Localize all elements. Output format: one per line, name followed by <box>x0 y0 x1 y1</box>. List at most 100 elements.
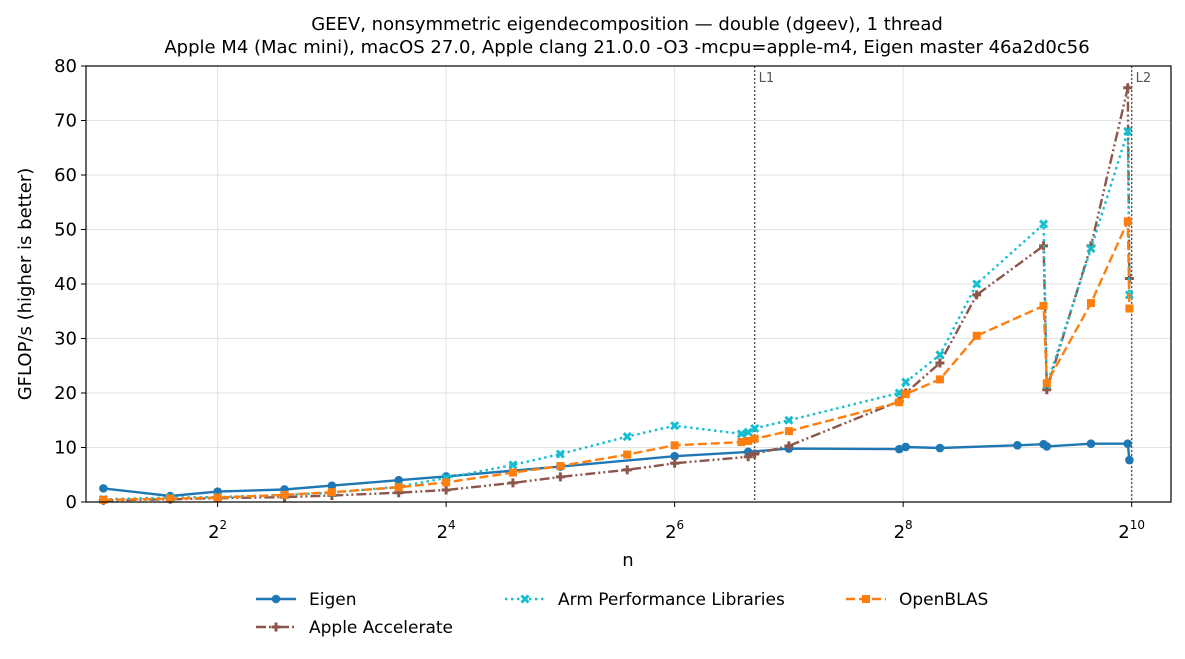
data-point <box>1125 304 1134 313</box>
series-1 <box>98 83 1134 505</box>
data-point <box>784 415 794 425</box>
data-point <box>622 432 632 442</box>
legend-marker <box>271 622 281 632</box>
data-point <box>1013 441 1022 450</box>
y-tick-label: 60 <box>54 165 77 186</box>
legend-marker <box>862 595 870 603</box>
data-point <box>442 478 451 487</box>
data-point <box>972 290 982 300</box>
data-point <box>972 279 982 289</box>
data-point <box>394 475 404 485</box>
data-point <box>394 483 403 492</box>
data-point <box>670 458 680 468</box>
data-point <box>743 427 753 437</box>
data-point <box>99 495 108 504</box>
y-tick-label: 10 <box>54 438 77 459</box>
data-point <box>750 449 760 459</box>
legend-item: Arm Performance Libraries <box>505 590 785 610</box>
y-axis: 0 10 20 30 40 50 60 70 80 <box>54 56 86 513</box>
series-layer <box>98 83 1134 505</box>
legend-label: Arm Performance Libraries <box>558 590 785 610</box>
data-point <box>935 375 944 384</box>
data-point <box>555 472 565 482</box>
data-point <box>935 358 945 368</box>
data-point <box>1125 455 1134 465</box>
data-point <box>1123 126 1133 136</box>
data-point <box>99 484 108 493</box>
legend-marker <box>271 594 281 604</box>
legend-item: OpenBLAS <box>846 590 988 610</box>
data-point <box>508 460 518 470</box>
series-3 <box>99 217 1134 504</box>
data-point <box>508 468 517 477</box>
legend-marker <box>520 594 530 604</box>
y-tick-label: 20 <box>54 383 77 404</box>
y-tick-label: 30 <box>54 329 77 350</box>
reference-line-label: L1 <box>759 71 775 86</box>
data-point <box>622 465 632 475</box>
data-point <box>784 427 793 436</box>
y-tick-label: 0 <box>66 492 77 513</box>
data-point <box>743 452 753 462</box>
data-point <box>556 462 565 471</box>
series-line <box>103 220 1131 501</box>
data-point <box>894 444 904 454</box>
data-point <box>1086 299 1095 308</box>
data-point <box>901 390 910 399</box>
x-tick-label: 24 <box>437 518 456 543</box>
data-point <box>895 398 904 407</box>
y-axis-label: GFLOP/s (higher is better) <box>15 168 36 401</box>
x-tick-label: 26 <box>665 518 684 543</box>
y-tick-label: 40 <box>54 274 77 295</box>
legend-label: Apple Accelerate <box>309 618 453 638</box>
data-point <box>784 441 794 451</box>
reference-lines: L1 L2 <box>753 66 1151 502</box>
legend-label: OpenBLAS <box>899 590 988 610</box>
data-point <box>737 438 746 447</box>
legend: Eigen Apple Accelerate Arm Performance Lib… <box>256 590 988 638</box>
y-tick-label: 80 <box>54 56 77 77</box>
data-point <box>670 451 679 461</box>
data-point <box>901 377 911 387</box>
data-point <box>441 485 451 495</box>
y-tick-label: 70 <box>54 111 77 132</box>
data-point <box>1086 439 1096 448</box>
data-point <box>750 423 760 433</box>
legend-item: Eigen <box>256 590 357 610</box>
x-tick-label: 28 <box>894 518 913 543</box>
x-tick-label: 210 <box>1118 518 1145 543</box>
data-point <box>935 443 945 453</box>
data-point <box>1086 244 1096 254</box>
data-point <box>1042 442 1052 451</box>
chart-subtitle: Apple M4 (Mac mini), macOS 27.0, Apple c… <box>164 37 1089 58</box>
x-tick-label: 22 <box>208 518 227 543</box>
data-point <box>1038 219 1049 229</box>
data-point <box>327 488 336 497</box>
data-point <box>1123 217 1132 226</box>
x-axis-label: n <box>622 550 633 571</box>
data-point <box>280 490 289 499</box>
data-point <box>1123 83 1133 93</box>
data-point <box>1123 439 1133 448</box>
data-point <box>736 429 747 439</box>
data-point <box>623 450 632 459</box>
data-point <box>1042 379 1051 388</box>
series-line <box>103 130 1131 501</box>
data-point <box>750 434 759 443</box>
data-point <box>213 493 222 502</box>
data-point <box>935 350 945 360</box>
data-point <box>166 494 175 503</box>
data-point <box>894 388 904 398</box>
legend-item: Apple Accelerate <box>256 618 453 638</box>
data-point <box>670 441 679 450</box>
data-point <box>1039 301 1048 310</box>
data-point <box>901 442 911 452</box>
data-point <box>972 331 981 340</box>
data-point <box>508 478 518 488</box>
data-point <box>327 481 337 490</box>
data-point <box>555 449 565 459</box>
chart-title: GEEV, nonsymmetric eigendecomposition — … <box>311 14 943 35</box>
legend-label: Eigen <box>309 590 357 610</box>
data-point <box>744 436 753 445</box>
